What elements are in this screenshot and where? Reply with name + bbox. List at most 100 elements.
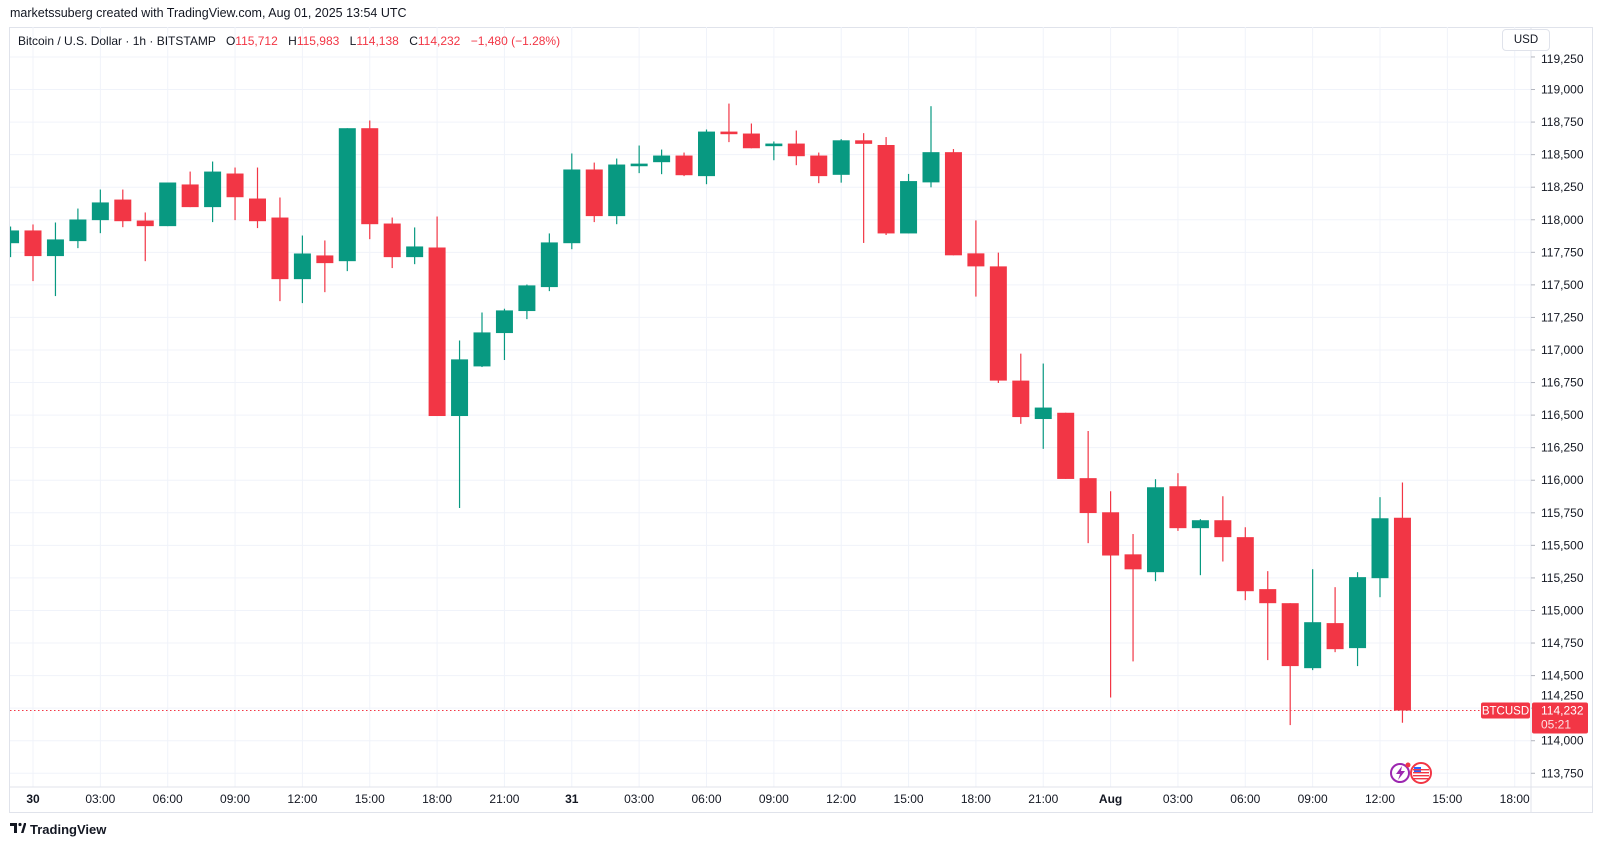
candle[interactable]: [114, 189, 132, 228]
candle[interactable]: [1281, 603, 1299, 726]
time-tick-label: 12:00: [1365, 792, 1395, 806]
flag-stripe: [1413, 778, 1429, 780]
open-value: 115,712: [235, 34, 278, 48]
price-tick-label: 116,250: [1541, 441, 1584, 455]
candle-body: [428, 247, 446, 417]
candle[interactable]: [989, 252, 1007, 383]
candle[interactable]: [361, 120, 379, 240]
candle[interactable]: [473, 312, 491, 368]
candle[interactable]: [1034, 363, 1052, 449]
candle[interactable]: [2, 226, 20, 258]
lightning-icon[interactable]: [1390, 762, 1411, 783]
candle[interactable]: [1349, 572, 1367, 667]
candle-body: [855, 140, 873, 144]
candle[interactable]: [293, 235, 311, 304]
candle[interactable]: [675, 152, 693, 177]
candle[interactable]: [877, 137, 895, 235]
candle[interactable]: [765, 141, 783, 161]
candle[interactable]: [1304, 569, 1322, 671]
candle[interactable]: [855, 133, 873, 243]
candle[interactable]: [585, 162, 603, 223]
candle[interactable]: [944, 149, 962, 256]
candle[interactable]: [608, 158, 626, 225]
currency-button[interactable]: USD: [1502, 29, 1550, 51]
symbol-title[interactable]: Bitcoin / U.S. Dollar · 1h · BITSTAMP: [18, 34, 216, 48]
grid-lines: [10, 27, 1531, 787]
candle[interactable]: [1124, 534, 1142, 662]
candle[interactable]: [383, 217, 401, 269]
price-tick-label: 115,500: [1541, 538, 1584, 552]
candle[interactable]: [91, 189, 109, 234]
candle-body: [338, 128, 356, 262]
candle-body: [1281, 603, 1299, 667]
flag-stripe: [1413, 769, 1429, 771]
candle-body: [1124, 554, 1142, 570]
candle[interactable]: [653, 149, 671, 175]
time-tick-label: 21:00: [489, 792, 519, 806]
candle[interactable]: [630, 145, 648, 174]
candle[interactable]: [1393, 482, 1411, 723]
candle[interactable]: [1057, 412, 1075, 479]
candle[interactable]: [563, 153, 581, 250]
candle[interactable]: [406, 227, 424, 265]
candle[interactable]: [1326, 587, 1344, 653]
candle-body: [877, 144, 895, 234]
candle[interactable]: [1236, 527, 1254, 601]
candle[interactable]: [24, 224, 42, 282]
time-tick-label: 12:00: [826, 792, 856, 806]
candle[interactable]: [1102, 491, 1120, 698]
tradingview-text: TradingView: [30, 822, 107, 837]
tv-logo-icon: [10, 822, 27, 837]
high-value: 115,983: [296, 34, 340, 48]
candle[interactable]: [136, 212, 154, 262]
candle[interactable]: [451, 340, 469, 508]
candle[interactable]: [967, 220, 985, 297]
candle[interactable]: [1259, 571, 1277, 661]
lightning-ring: [1390, 763, 1410, 783]
candle[interactable]: [1012, 353, 1030, 424]
candle[interactable]: [922, 106, 940, 188]
time-tick-label: 06:00: [691, 792, 721, 806]
candle[interactable]: [159, 182, 177, 227]
candle[interactable]: [428, 216, 446, 417]
chart-pane[interactable]: [9, 27, 1593, 813]
candle-body: [608, 164, 626, 217]
candle[interactable]: [787, 130, 805, 166]
candle[interactable]: [226, 167, 244, 221]
candle[interactable]: [271, 197, 289, 302]
candle[interactable]: [1214, 496, 1232, 562]
candle[interactable]: [181, 171, 199, 208]
tradingview-logo[interactable]: TradingView: [10, 822, 106, 837]
candle[interactable]: [1169, 473, 1187, 531]
candle-body: [967, 253, 985, 267]
candle[interactable]: [518, 284, 536, 320]
candle[interactable]: [540, 233, 558, 292]
candle-body: [1236, 537, 1254, 592]
candle-body: [271, 217, 289, 280]
candle[interactable]: [338, 128, 356, 272]
candle[interactable]: [810, 152, 828, 184]
candle[interactable]: [1371, 497, 1389, 598]
price-tick-label: 119,250: [1541, 52, 1584, 66]
candle[interactable]: [832, 139, 850, 183]
price-tick-label: 117,750: [1541, 245, 1584, 259]
price-tick-label: 119,000: [1541, 83, 1584, 97]
candle[interactable]: [249, 167, 266, 229]
price-tick-label: 117,500: [1541, 278, 1584, 292]
candle[interactable]: [900, 173, 918, 234]
candle[interactable]: [1079, 431, 1097, 544]
candle[interactable]: [495, 308, 513, 361]
candle[interactable]: [316, 240, 334, 293]
candle[interactable]: [204, 161, 222, 223]
candle[interactable]: [69, 208, 87, 249]
candle[interactable]: [698, 129, 715, 185]
candle[interactable]: [46, 222, 64, 297]
candle[interactable]: [742, 123, 760, 149]
candle[interactable]: [1147, 479, 1164, 582]
us-flag-icon[interactable]: [1410, 762, 1432, 784]
candle[interactable]: [720, 103, 738, 143]
symbol-tag-label: BTCUSD: [1482, 706, 1529, 718]
candle[interactable]: [1191, 519, 1209, 576]
